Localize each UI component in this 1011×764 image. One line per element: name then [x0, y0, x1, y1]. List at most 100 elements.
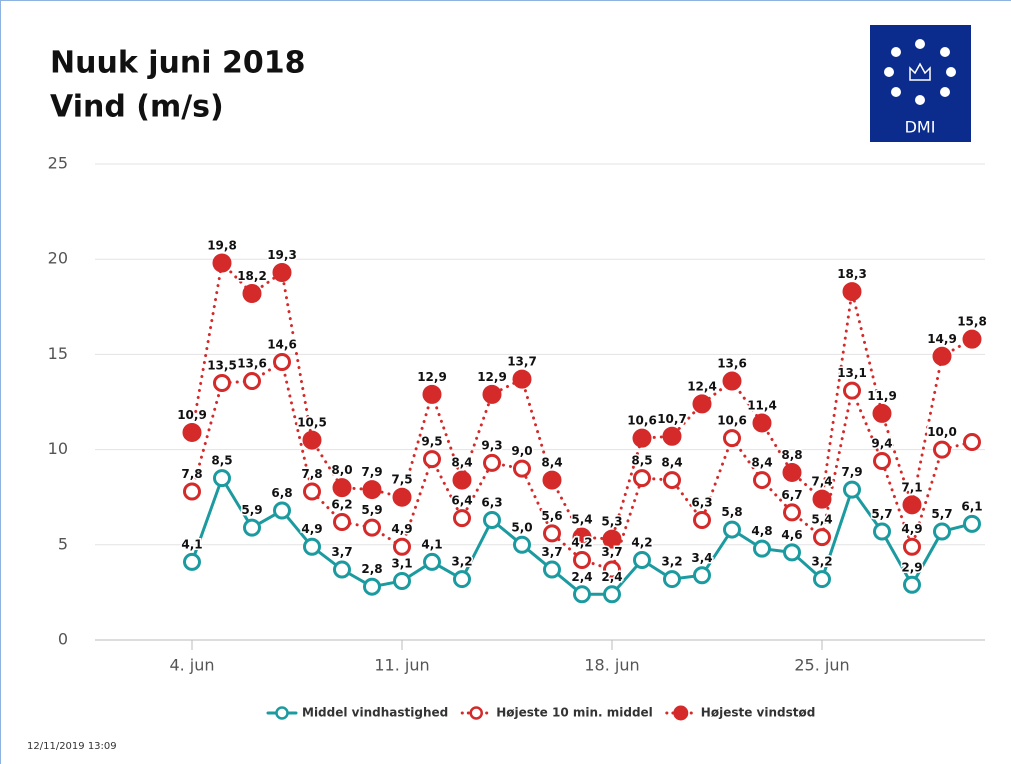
marker: [482, 384, 502, 404]
data-label: 4,9: [301, 522, 322, 536]
chart-title: Nuuk juni 2018: [50, 46, 305, 81]
data-label: 10,9: [177, 408, 207, 422]
data-label: 10,5: [297, 416, 327, 430]
y-tick-label: 5: [58, 534, 68, 553]
marker: [543, 560, 561, 579]
marker: [572, 527, 592, 547]
marker: [963, 432, 981, 451]
marker: [872, 403, 892, 423]
data-label: 8,4: [661, 456, 682, 470]
data-label: 7,4: [811, 475, 832, 489]
data-label: 3,1: [391, 556, 412, 570]
data-label: 7,9: [841, 465, 862, 479]
marker: [213, 469, 231, 488]
marker: [903, 537, 921, 556]
marker: [302, 430, 322, 450]
legend-marker: [469, 706, 483, 720]
data-label: 13,1: [837, 366, 867, 380]
data-label: 6,8: [271, 486, 292, 500]
data-label: 2,4: [571, 570, 592, 584]
data-label: 5,9: [241, 503, 262, 517]
x-tick-label: 11. jun: [374, 656, 429, 675]
marker: [422, 384, 442, 404]
marker: [722, 371, 742, 391]
marker: [543, 524, 561, 543]
marker: [362, 480, 382, 500]
data-label: 7,8: [301, 467, 322, 481]
data-label: 13,6: [237, 357, 267, 371]
data-label: 5,8: [721, 505, 742, 519]
data-label: 13,5: [207, 358, 237, 372]
data-label: 10,6: [627, 414, 657, 428]
data-label: 10,7: [657, 412, 687, 426]
marker: [212, 253, 232, 273]
timestamp: 12/11/2019 13:09: [27, 741, 117, 752]
marker: [213, 373, 231, 392]
data-label: 4,2: [631, 536, 652, 550]
data-label: 12,9: [477, 370, 507, 384]
marker: [393, 537, 411, 556]
x-tick-label: 4. jun: [169, 656, 214, 675]
y-tick-label: 20: [48, 249, 68, 268]
marker: [932, 346, 952, 366]
logo-text: DMI: [905, 118, 936, 137]
logo: DMI: [870, 25, 971, 142]
data-label: 5,0: [511, 520, 532, 534]
marker: [273, 501, 291, 520]
marker: [483, 453, 501, 472]
data-label: 4,9: [391, 522, 412, 536]
marker: [603, 560, 621, 579]
marker: [903, 575, 921, 594]
data-label: 9,4: [871, 437, 892, 451]
marker: [513, 459, 531, 478]
data-label: 9,5: [421, 435, 442, 449]
data-label: 8,8: [781, 448, 802, 462]
marker: [663, 471, 681, 490]
marker: [602, 529, 622, 549]
legend-label: Højeste vindstød: [701, 706, 816, 720]
data-label: 10,6: [717, 414, 747, 428]
data-label: 5,7: [871, 507, 892, 521]
data-label: 2,8: [361, 562, 382, 576]
marker: [962, 329, 982, 349]
marker: [843, 381, 861, 400]
data-label: 13,7: [507, 355, 537, 369]
marker: [633, 469, 651, 488]
data-label: 7,8: [181, 467, 202, 481]
data-label: 5,6: [541, 509, 562, 523]
marker: [392, 487, 412, 507]
marker: [182, 422, 202, 442]
data-label: 3,2: [451, 555, 472, 569]
data-label: 8,5: [631, 454, 652, 468]
marker: [783, 503, 801, 522]
data-label: 4,1: [181, 537, 202, 551]
marker: [243, 518, 261, 537]
y-tick-label: 0: [58, 630, 68, 649]
marker: [692, 394, 712, 414]
legend-marker: [673, 705, 689, 721]
marker: [333, 560, 351, 579]
data-label: 8,4: [541, 456, 562, 470]
marker: [933, 440, 951, 459]
marker: [273, 353, 291, 372]
data-label: 6,1: [961, 499, 982, 513]
chart-subtitle: Vind (m/s): [50, 90, 224, 125]
marker: [723, 520, 741, 539]
marker: [663, 570, 681, 589]
data-label: 12,9: [417, 370, 447, 384]
legend-label: Middel vindhastighed: [302, 706, 448, 720]
marker: [183, 552, 201, 571]
data-label: 3,2: [661, 555, 682, 569]
marker: [333, 512, 351, 531]
data-label: 19,8: [207, 239, 237, 253]
marker: [873, 522, 891, 541]
marker: [452, 470, 472, 490]
data-label: 12,4: [687, 379, 717, 393]
marker: [363, 577, 381, 596]
marker: [812, 489, 832, 509]
data-label: 9,0: [511, 444, 532, 458]
x-tick-label: 18. jun: [584, 656, 639, 675]
data-label: 5,9: [361, 503, 382, 517]
data-label: 8,5: [211, 454, 232, 468]
